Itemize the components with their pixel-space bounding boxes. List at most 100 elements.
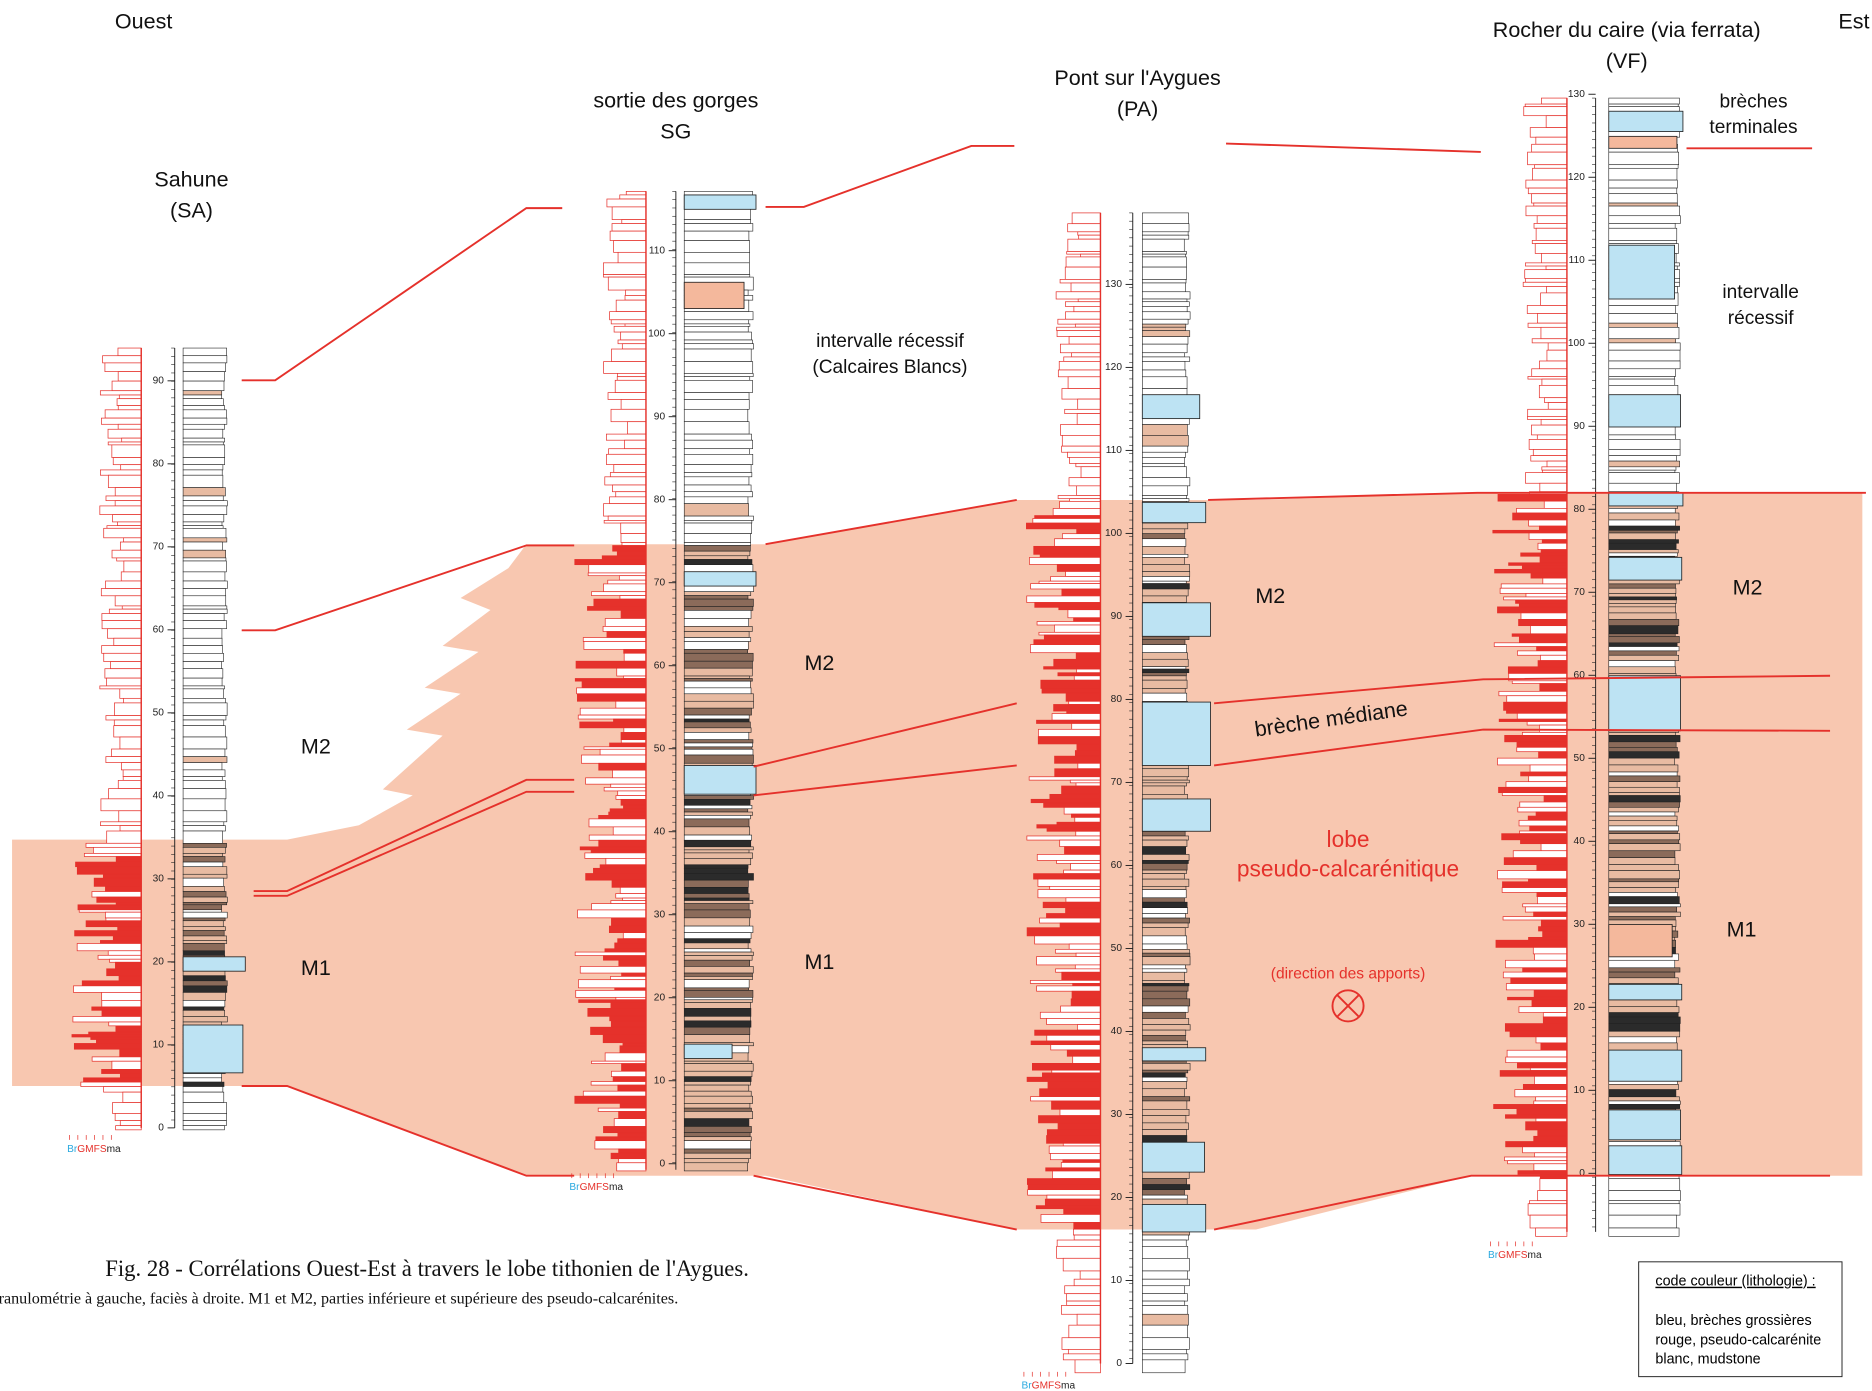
grain-size-bar [621,399,646,409]
grain-size-bar [105,912,141,918]
bed [684,858,751,864]
bed [1142,1030,1185,1035]
grain-size-bar [1036,720,1100,723]
bed [183,363,226,372]
grain-size-bar [1042,688,1100,693]
bed [183,737,227,749]
bed [183,716,226,720]
bed [1609,747,1678,751]
bed [1609,165,1678,169]
grain-size-bar [1040,1012,1100,1018]
grain-size-bar [1037,854,1100,860]
bed [1609,483,1677,491]
bed [183,356,227,363]
bed [1142,913,1185,918]
grain-size-bar [1073,983,1101,985]
grain-size-bar [611,320,646,324]
bed [1609,540,1679,544]
bed-breccia [1609,493,1683,506]
grain-size-bar [607,199,646,207]
grain-size-bar [1064,847,1100,855]
grain-size-bar [115,488,141,496]
annotation: (Calcaires Blancs) [812,357,967,378]
bed [684,449,749,455]
bed [183,558,226,561]
grain-size-bar [585,853,646,858]
bed [183,992,225,1000]
bed [1609,1084,1679,1089]
section-name: sortie des gorges [593,89,758,113]
bed [1609,240,1677,243]
bed [1142,786,1184,794]
grain-size-bar [1079,235,1101,239]
grain-size-bar [1525,270,1567,279]
grain-size-bar [116,857,141,863]
grain-size-bar [1065,302,1100,307]
grain-size-bar [1058,495,1100,498]
bed [1609,593,1676,596]
grain-size-bar [1067,1050,1100,1056]
bed [684,610,751,618]
bed [183,515,224,522]
grain-size-bar [1520,840,1566,844]
bed [183,857,225,863]
grain-size-bar [1538,1191,1567,1201]
bed [183,496,223,501]
grain-size-bar [1054,625,1100,632]
bed [684,592,751,596]
bed [183,550,226,558]
bed [684,1021,751,1027]
bed [183,886,224,891]
grain-size-bar [1532,339,1567,343]
grain-size-bar [1515,1090,1567,1097]
grain-size-bar [579,1000,646,1003]
grain-size-bar [1069,701,1101,704]
bed [1142,986,1188,991]
grain-size-bar [625,295,646,300]
grain-size-bar [114,726,141,737]
scale-tick-label: 80 [153,459,165,470]
grain-size-bar [1528,816,1567,820]
scale-tick-label: 0 [158,1123,164,1134]
bed [1142,299,1187,302]
bed [183,780,225,788]
grain-size-bar [591,850,646,853]
bed [1609,1179,1680,1191]
bed [1142,659,1188,666]
bed [684,960,749,966]
bed [1142,1109,1189,1115]
bed [1142,983,1189,985]
grain-size-bar [79,910,141,912]
bed [1609,1000,1677,1007]
grain-size-bar [1523,1147,1567,1153]
bed [1142,319,1188,324]
grain-size-bar [620,596,646,600]
bed [183,799,225,811]
grain-size-bar [1051,1101,1100,1109]
bed [1609,327,1679,338]
grain-size-bar [104,528,142,538]
bed [1142,1338,1189,1350]
grain-size-bar [104,1087,142,1093]
grain-size-bar [602,556,646,560]
grain-size-bar [98,955,141,959]
grain-scale-label: BrGMFSma [67,1144,121,1155]
bed [1142,312,1190,319]
grain-size-bar [75,931,142,936]
bed [684,918,749,926]
bed [183,789,226,799]
grain-size-bar [608,393,646,400]
grain-size-bar [100,506,141,515]
bed [1142,653,1187,660]
section-name: Rocher du caire (via ferrata) [1493,18,1761,42]
bed [1609,533,1676,540]
bed [1142,257,1186,267]
bed [1142,1006,1188,1012]
grain-size-bar [621,523,646,534]
bed [183,943,224,950]
grain-size-bar [1502,834,1567,840]
grain-size-bar [578,715,646,719]
bed [1609,735,1680,741]
bed [183,777,222,781]
grain-size-bar [1508,667,1567,674]
